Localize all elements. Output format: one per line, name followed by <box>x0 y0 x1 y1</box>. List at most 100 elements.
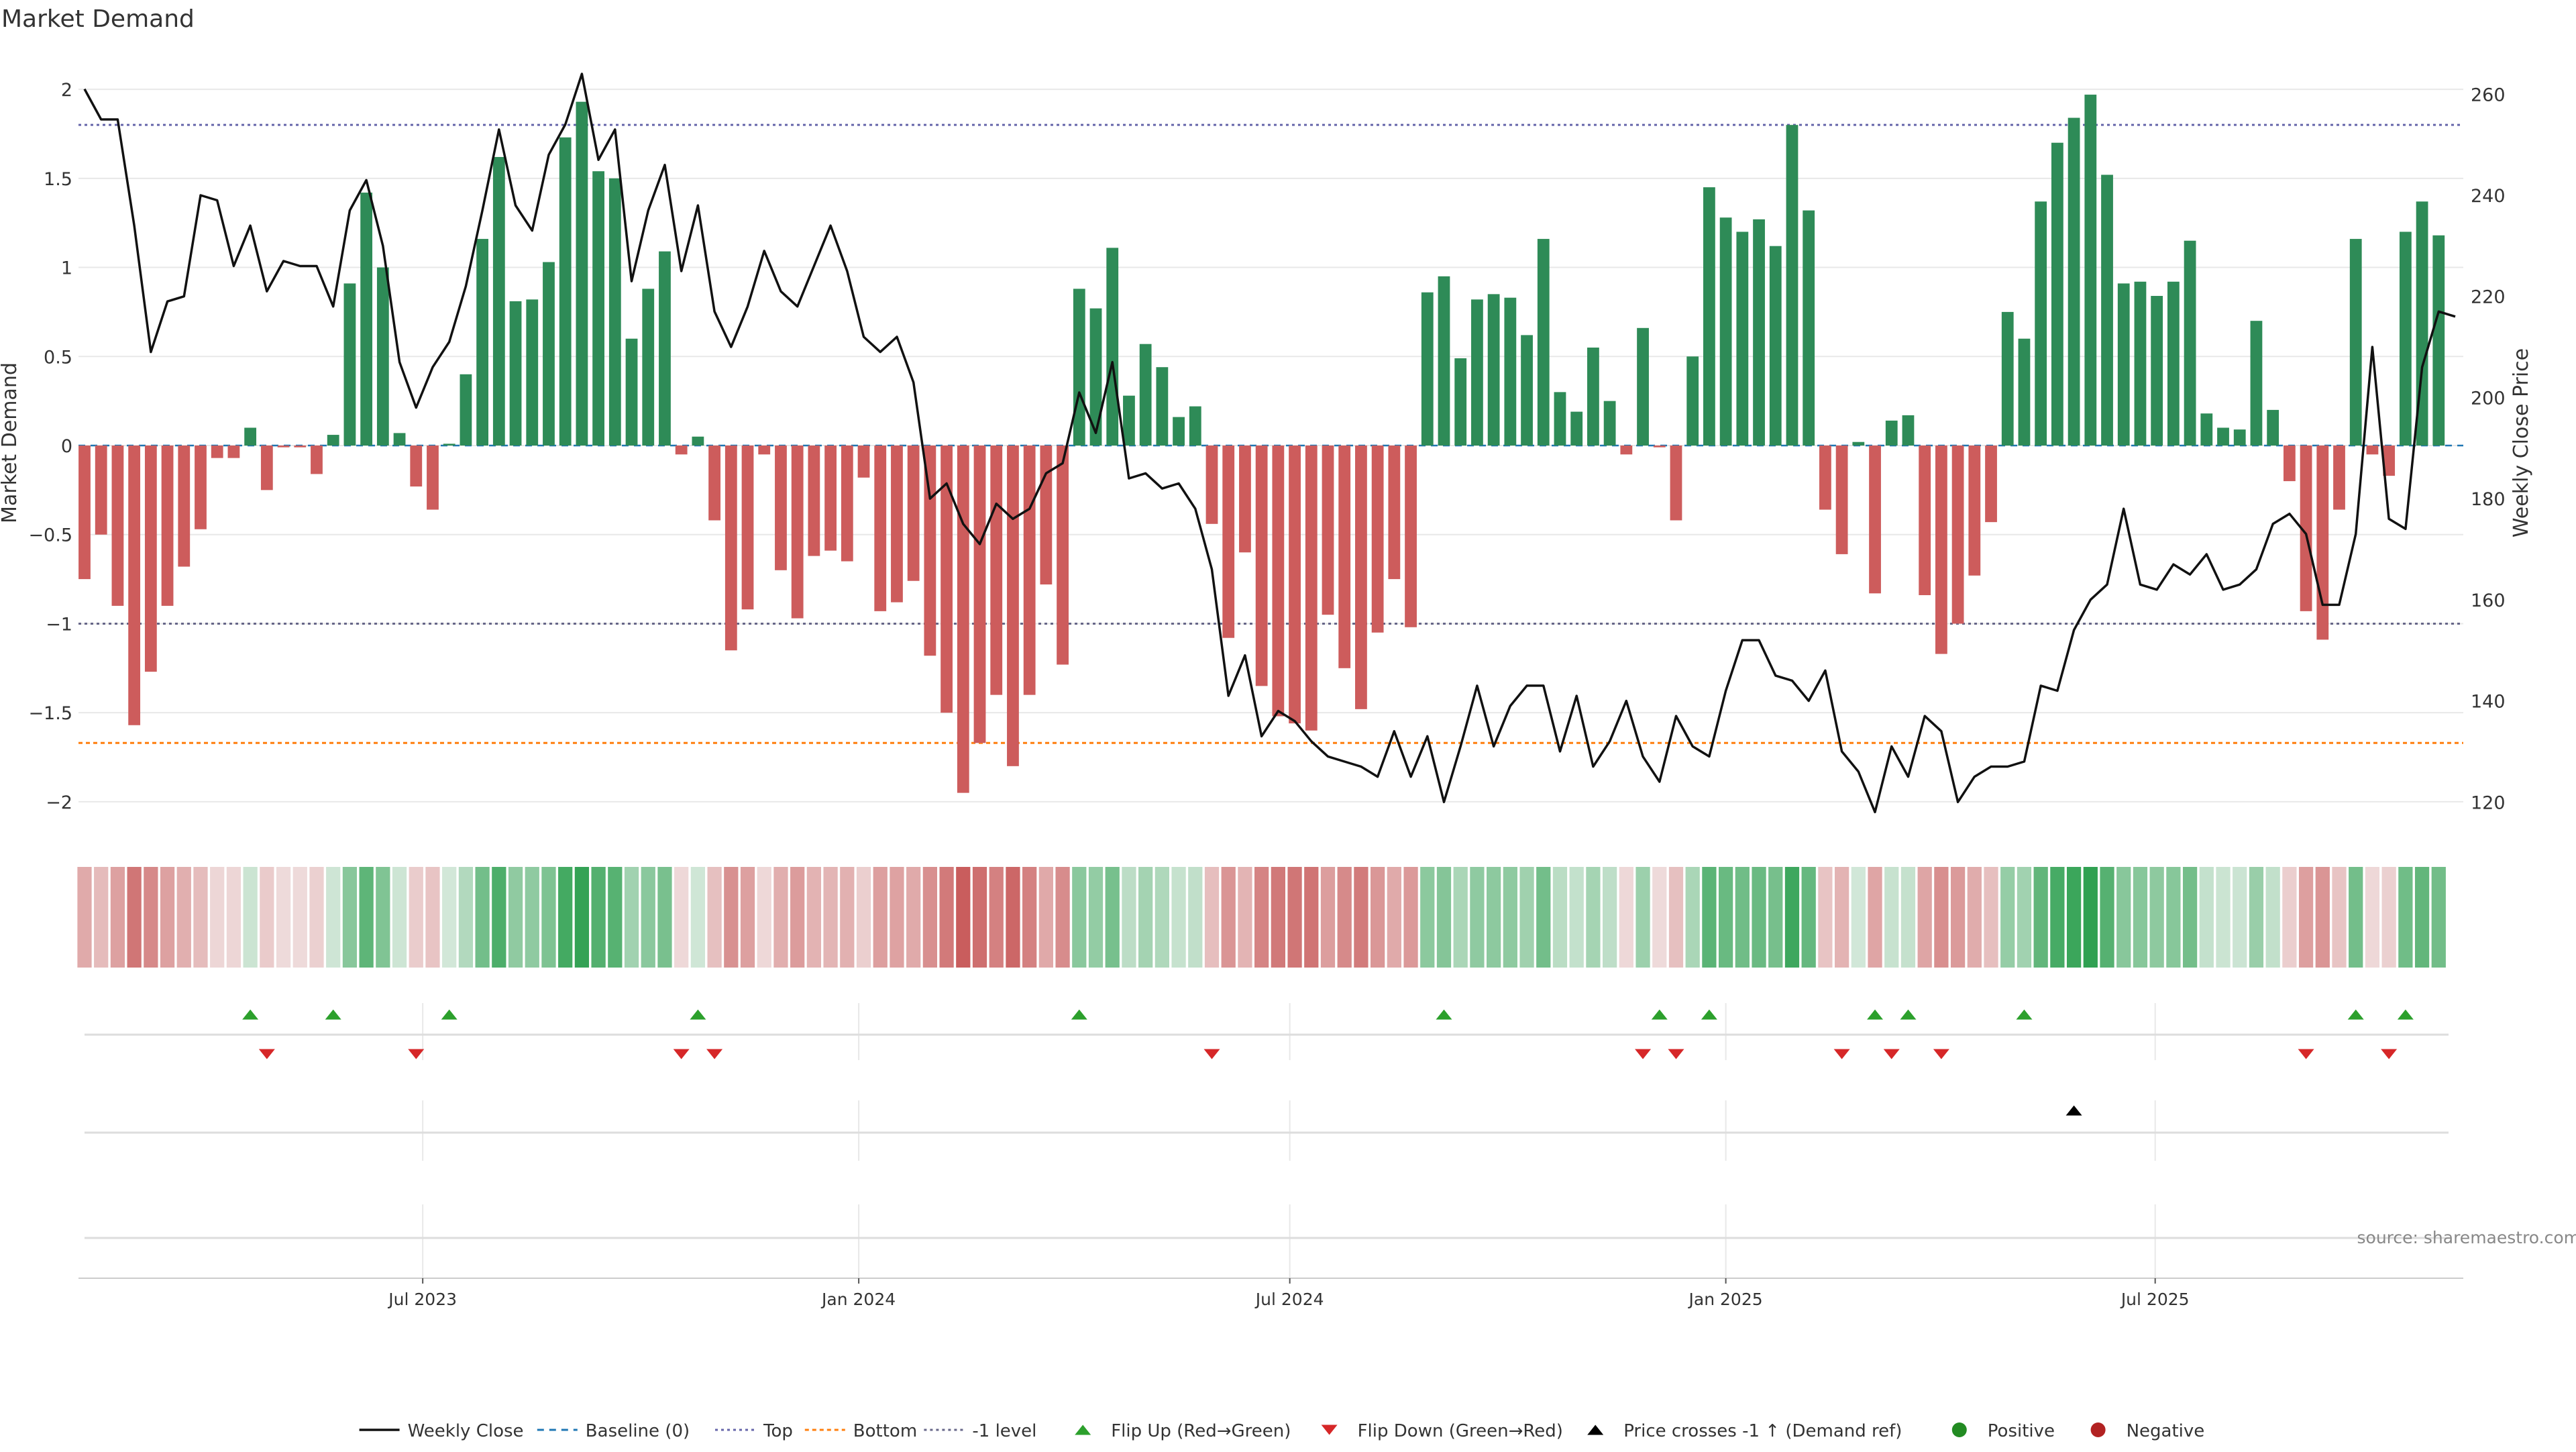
demand-bar <box>211 446 223 458</box>
demand-bar <box>2051 143 2063 446</box>
flip-up-marker <box>1701 1010 1717 1020</box>
demand-bar <box>244 427 256 446</box>
demand-strip-cell <box>1222 867 1236 968</box>
x-tick-label: Jan 2025 <box>1688 1290 1763 1309</box>
flip-down-marker <box>1834 1049 1850 1059</box>
demand-strip-cell <box>1138 867 1152 968</box>
demand-strip-cell <box>2116 867 2131 968</box>
demand-bar <box>1471 299 1483 446</box>
demand-bar <box>990 446 1002 695</box>
flip-up-marker <box>1071 1010 1087 1020</box>
demand-bar <box>1670 446 1682 520</box>
demand-bar <box>1206 446 1218 524</box>
demand-strip-cell <box>1171 867 1185 968</box>
demand-strip-cell <box>641 867 655 968</box>
demand-bar <box>758 446 770 454</box>
demand-bar <box>908 446 920 581</box>
demand-bar <box>526 299 538 446</box>
demand-bar <box>1869 446 1881 593</box>
demand-strip-cell <box>1918 867 1932 968</box>
demand-bar <box>410 446 422 486</box>
demand-strip-cell <box>1338 867 1352 968</box>
weekly-close-line <box>85 74 2455 812</box>
demand-bar <box>1587 348 1599 446</box>
demand-bar <box>145 446 157 672</box>
y-tick-label: 2 <box>61 80 72 101</box>
demand-strip-cell <box>2398 867 2412 968</box>
y-tick-label: 0.5 <box>44 347 72 368</box>
demand-strip-cell <box>657 867 672 968</box>
demand-strip-cell <box>1271 867 1285 968</box>
demand-strip-cell <box>1702 867 1716 968</box>
legend-label: Weekly Close <box>408 1421 524 1441</box>
demand-bar <box>1421 293 1434 446</box>
demand-bar <box>1488 294 1500 446</box>
demand-bar <box>228 446 240 458</box>
y2-axis-label: Weekly Close Price <box>2510 348 2533 537</box>
demand-bar <box>808 446 820 556</box>
y2-tick-label: 180 <box>2471 489 2506 510</box>
demand-strip-cell <box>2415 867 2429 968</box>
demand-bar <box>1173 417 1185 446</box>
demand-strip-cell <box>1553 867 1567 968</box>
demand-bar <box>1106 248 1118 446</box>
demand-bar <box>2118 283 2130 446</box>
flip-down-marker <box>706 1049 722 1059</box>
demand-bar <box>1140 344 1152 446</box>
demand-bar <box>128 446 140 725</box>
demand-bar <box>476 239 488 446</box>
demand-bar <box>2432 236 2445 446</box>
demand-strip-cell <box>1155 867 1169 968</box>
demand-bar <box>742 446 754 609</box>
demand-strip-cell <box>923 867 937 968</box>
demand-bar <box>1736 231 1748 446</box>
demand-strip-cell <box>2150 867 2164 968</box>
demand-bar <box>2068 118 2080 446</box>
demand-strip-cell <box>2166 867 2180 968</box>
demand-strip-cell <box>1635 867 1650 968</box>
demand-bar <box>2167 282 2180 446</box>
demand-strip-cell <box>1321 867 1335 968</box>
demand-bar <box>460 374 472 446</box>
demand-bar <box>2101 175 2113 446</box>
demand-strip-cell <box>409 867 423 968</box>
demand-bar <box>1372 446 1384 633</box>
demand-bar <box>443 444 455 446</box>
demand-strip-cell <box>823 867 837 968</box>
demand-strip-cell <box>1122 867 1136 968</box>
demand-bar <box>1239 446 1251 552</box>
demand-bar <box>1272 446 1284 716</box>
demand-strip-cell <box>77 867 91 968</box>
demand-bar <box>1355 446 1367 709</box>
demand-bar <box>112 446 124 606</box>
demand-strip-cell <box>2034 867 2048 968</box>
demand-strip-cell <box>1951 867 1965 968</box>
flip-up-marker <box>2398 1010 2414 1020</box>
demand-strip-cell <box>227 867 241 968</box>
demand-bar <box>1836 446 1848 554</box>
demand-strip-cell <box>1519 867 1534 968</box>
event-markers <box>242 1010 2414 1116</box>
demand-bar <box>2350 239 2362 446</box>
demand-strip-cell <box>1470 867 1484 968</box>
demand-bar <box>1057 446 1069 665</box>
demand-bar <box>78 446 91 579</box>
demand-bar <box>2151 296 2163 446</box>
demand-bar <box>261 446 273 490</box>
demand-strip-cell <box>1354 867 1368 968</box>
demand-strip-cell <box>1719 867 1733 968</box>
demand-strip-cell <box>392 867 407 968</box>
demand-strip-cell <box>1603 867 1617 968</box>
demand-bar <box>2367 446 2379 454</box>
demand-strip-cell <box>111 867 125 968</box>
demand-bar <box>1521 335 1533 446</box>
demand-strip-cell <box>2332 867 2346 968</box>
flip-up-marker <box>1436 1010 1452 1020</box>
legend-label: Price crosses -1 ↑ (Demand ref) <box>1623 1421 1902 1441</box>
legend-negative-swatch <box>2091 1422 2106 1437</box>
legend-label: Bottom <box>853 1421 917 1441</box>
demand-strip-cell <box>1089 867 1103 968</box>
demand-strip-cell <box>1304 867 1318 968</box>
